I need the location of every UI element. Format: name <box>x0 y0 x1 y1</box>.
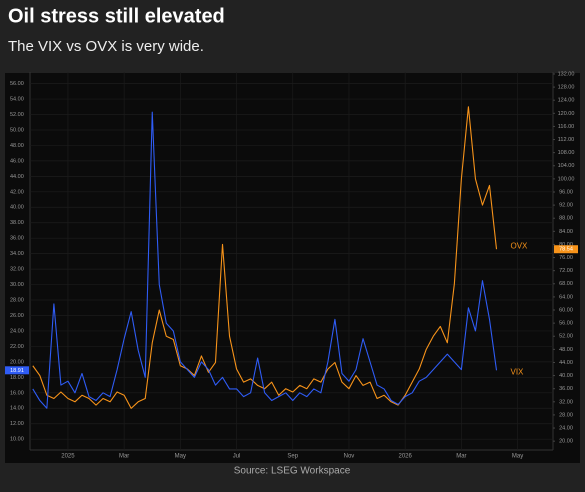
y2-tick-label: 56.00 <box>559 321 573 327</box>
x-tick-label: Mar <box>119 454 129 460</box>
series-line <box>32 106 498 409</box>
y2-tick-label: 84.00 <box>559 229 573 235</box>
y2-tick-label: 20.00 <box>559 439 573 445</box>
y2-tick-label: 48.00 <box>559 347 573 353</box>
x-tick-label: Sep <box>287 454 298 460</box>
y2-tick-label: 132.00 <box>558 71 575 77</box>
series-label: VIX <box>511 367 525 376</box>
y-tick-label: 38.00 <box>10 220 24 226</box>
chart-title: Oil stress still elevated <box>8 5 225 27</box>
y2-tick-label: 60.00 <box>559 307 573 313</box>
y2-tick-label: 40.00 <box>559 373 573 379</box>
y-tick-label: 44.00 <box>10 174 24 180</box>
y2-tick-label: 80.00 <box>559 242 573 248</box>
y2-tick-label: 128.00 <box>558 85 575 91</box>
x-tick-label: May <box>175 454 186 460</box>
y2-tick-label: 104.00 <box>558 163 575 169</box>
source: Source: LSEG Workspace <box>234 466 351 477</box>
y2-tick-label: 108.00 <box>558 150 575 156</box>
y2-tick-label: 36.00 <box>559 386 573 392</box>
last-value-box <box>5 366 29 375</box>
y-tick-label: 50.00 <box>10 127 24 133</box>
y2-tick-label: 116.00 <box>558 124 574 130</box>
y-tick-label: 20.00 <box>10 359 24 365</box>
y2-tick-label: 64.00 <box>559 294 573 300</box>
y2-tick-label: 88.00 <box>559 216 573 222</box>
y-tick-label: 54.00 <box>10 97 24 103</box>
y-tick-label: 22.00 <box>10 344 24 350</box>
y-tick-label: 32.00 <box>10 267 24 273</box>
y2-tick-label: 72.00 <box>559 268 573 274</box>
y-tick-label: 14.00 <box>10 406 24 412</box>
chart-subtitle: The VIX vs OVX is very wide. <box>8 38 204 55</box>
y-tick-label: 52.00 <box>10 112 24 118</box>
y2-tick-label: 44.00 <box>559 360 573 366</box>
y-tick-label: 36.00 <box>10 236 24 242</box>
x-tick-label: Jul <box>233 454 241 460</box>
y2-tick-label: 28.00 <box>559 412 573 418</box>
y2-tick-label: 92.00 <box>559 203 573 209</box>
x-tick-label: Nov <box>344 454 355 460</box>
y2-tick-label: 96.00 <box>559 189 573 195</box>
y-tick-label: 26.00 <box>10 313 24 319</box>
y-tick-label: 12.00 <box>10 421 24 427</box>
series-label: OVX <box>511 241 529 250</box>
y2-tick-label: 32.00 <box>559 399 573 405</box>
x-tick-label: 2025 <box>61 454 75 460</box>
x-tick-label: 2026 <box>398 454 412 460</box>
y-tick-label: 24.00 <box>10 328 24 334</box>
x-tick-label: Mar <box>456 454 466 460</box>
y-tick-label: 46.00 <box>10 158 24 164</box>
y-tick-label: 10.00 <box>10 437 24 443</box>
y-tick-label: 42.00 <box>10 189 24 195</box>
y-tick-label: 34.00 <box>10 251 24 257</box>
y-tick-label: 56.00 <box>10 81 24 87</box>
y2-tick-label: 124.00 <box>558 98 575 104</box>
y-tick-label: 40.00 <box>10 205 24 211</box>
last-value-label: 78.54 <box>559 247 573 253</box>
y2-tick-label: 100.00 <box>558 176 575 182</box>
y2-tick-label: 52.00 <box>559 334 573 340</box>
y-tick-label: 28.00 <box>10 297 24 303</box>
x-tick-label: May <box>512 454 523 460</box>
y2-tick-label: 24.00 <box>559 425 573 431</box>
y-tick-label: 18.00 <box>10 375 24 381</box>
y-tick-label: 16.00 <box>10 390 24 396</box>
last-value-box <box>554 245 578 254</box>
y-tick-label: 30.00 <box>10 282 24 288</box>
series-line <box>32 111 498 409</box>
y2-tick-label: 76.00 <box>559 255 573 261</box>
last-value-label: 18.91 <box>10 368 24 374</box>
y2-tick-label: 112.00 <box>558 137 574 143</box>
y2-tick-label: 120.00 <box>558 111 575 117</box>
y-tick-label: 48.00 <box>10 143 24 149</box>
y2-tick-label: 68.00 <box>559 281 573 287</box>
